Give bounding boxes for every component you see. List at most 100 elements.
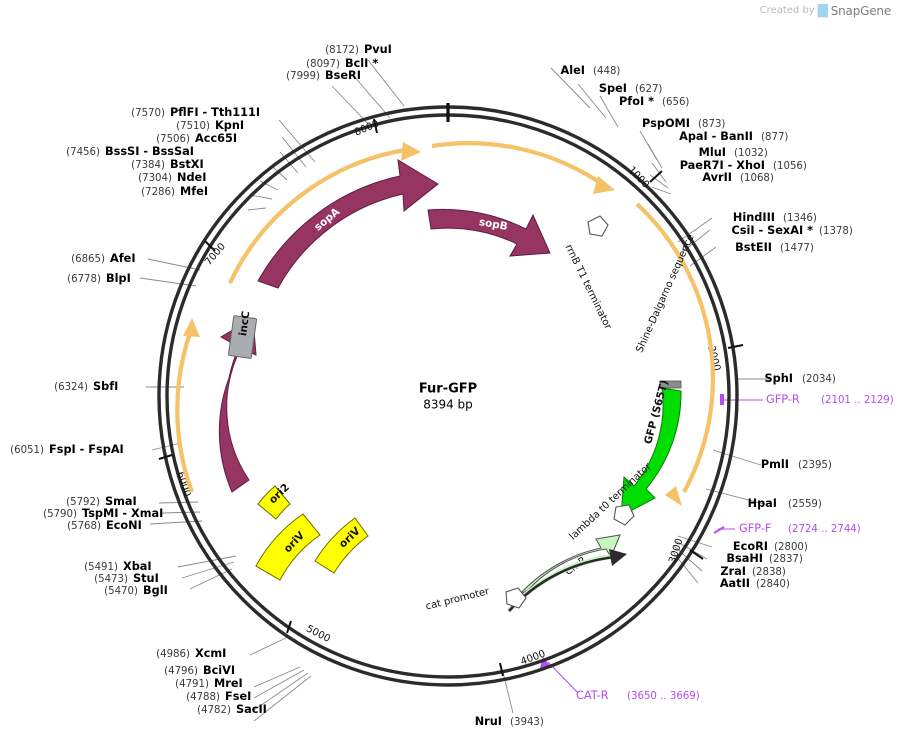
svg-text:PaeR7I - XhoI: PaeR7I - XhoI xyxy=(680,159,765,172)
enzyme-label-KpnI[interactable]: (7510) KpnI xyxy=(176,119,244,132)
enzyme-label-SmaI[interactable]: (5792) SmaI xyxy=(66,495,137,508)
svg-text:(2724 .. 2744): (2724 .. 2744) xyxy=(788,524,861,535)
primer-leaders xyxy=(547,399,763,694)
svg-text:(2838): (2838) xyxy=(752,567,786,578)
enzyme-label-XbaI[interactable]: (5491) XbaI xyxy=(84,560,152,573)
primer-label-CAT-R[interactable]: CAT-R (3650 .. 3669) xyxy=(576,689,700,702)
svg-text:EcoRI: EcoRI xyxy=(733,540,768,553)
enzyme-label-ApaI-BanII[interactable]: ApaI - BanII (877) xyxy=(679,130,788,143)
enzyme-label-SpeI[interactable]: SpeI (627) xyxy=(599,82,663,95)
enzyme-label-PspOMI[interactable]: PspOMI (873) xyxy=(642,117,725,130)
svg-text:NdeI: NdeI xyxy=(177,171,206,184)
enzyme-label-BlpI[interactable]: (6778) BlpI xyxy=(67,272,131,285)
svg-text:GFP-F: GFP-F xyxy=(739,522,771,535)
svg-text:(7456): (7456) xyxy=(66,147,100,158)
enzyme-label-MluI[interactable]: MluI (1032) xyxy=(699,146,768,159)
svg-text:(2395): (2395) xyxy=(798,460,832,471)
cmr-arc xyxy=(508,555,617,612)
enzyme-label-AatII[interactable]: AatII (2840) xyxy=(720,577,790,590)
svg-text:incC: incC xyxy=(237,310,252,337)
feature-oriV-1: oriV xyxy=(314,517,369,574)
svg-text:SmaI: SmaI xyxy=(105,495,137,508)
direction-arrowheads xyxy=(183,142,682,506)
enzyme-label-SbfI[interactable]: (6324) SbfI xyxy=(54,380,118,393)
svg-text:(6865): (6865) xyxy=(71,254,105,265)
svg-text:(7384): (7384) xyxy=(131,160,165,171)
enzyme-label-HindIII[interactable]: HindIII (1346) xyxy=(733,211,817,224)
svg-text:(8097): (8097) xyxy=(306,59,340,70)
svg-text:sopB: sopB xyxy=(478,216,509,233)
enzyme-label-SphI[interactable]: SphI (2034) xyxy=(765,372,836,385)
enzyme-label-BclI[interactable]: (8097) BclI * xyxy=(306,57,378,70)
svg-text:FseI: FseI xyxy=(225,690,251,703)
svg-text:BclI *: BclI * xyxy=(345,57,378,70)
direction-arcs xyxy=(175,141,715,494)
enzyme-label-MreI[interactable]: (4791) MreI xyxy=(175,677,243,690)
enzyme-label-SacII[interactable]: (4782) SacII xyxy=(197,703,267,716)
gfp-r-primer-mark xyxy=(720,394,724,405)
enzyme-label-EcoRI[interactable]: EcoRI (2800) xyxy=(733,540,808,553)
enzyme-label-FseI[interactable]: (4788) FseI xyxy=(186,690,251,703)
svg-text:AatII: AatII xyxy=(720,577,750,590)
feature-repE: repE xyxy=(218,317,257,493)
enzyme-label-TspMI-XmaI[interactable]: (5790) TspMI - XmaI xyxy=(43,507,163,520)
svg-text:(4782): (4782) xyxy=(197,705,231,716)
svg-text:FspI - FspAI: FspI - FspAI xyxy=(49,443,124,456)
svg-text:(5470): (5470) xyxy=(104,586,138,597)
enzyme-label-EcoNI[interactable]: (5768) EcoNI xyxy=(67,519,142,532)
svg-text:(5491): (5491) xyxy=(84,562,118,573)
feature-ori2: ori2 xyxy=(257,482,292,520)
svg-text:GFP-R: GFP-R xyxy=(766,393,800,406)
enzyme-label-PmlI[interactable]: PmlI (2395) xyxy=(761,458,832,471)
enzyme-label-BseRI[interactable]: (7999) BseRI xyxy=(286,69,361,82)
enzyme-label-BstEII[interactable]: BstEII (1477) xyxy=(735,241,814,254)
svg-text:(7570): (7570) xyxy=(131,108,165,119)
enzyme-label-NdeI[interactable]: (7304) NdeI xyxy=(138,171,206,184)
enzyme-label-PfoI[interactable]: PfoI * (656) xyxy=(619,95,689,108)
snapgene-brand: SnapGene xyxy=(830,3,891,18)
enzyme-label-AfeI[interactable]: (6865) AfeI xyxy=(71,252,135,265)
enzyme-label-BsaHI[interactable]: BsaHI (2837) xyxy=(726,552,803,565)
enzyme-label-BstXI[interactable]: (7384) BstXI xyxy=(131,158,204,171)
svg-text:KpnI: KpnI xyxy=(215,119,244,132)
enzyme-label-PaeR7I-XhoI[interactable]: PaeR7I - XhoI (1056) xyxy=(680,159,807,172)
enzyme-label-MfeI[interactable]: (7286) MfeI xyxy=(141,185,208,198)
enzyme-label-StuI[interactable]: (5473) StuI xyxy=(94,572,159,585)
svg-text:(6051): (6051) xyxy=(10,445,44,456)
enzyme-label-CsiI-SexAI[interactable]: CsiI - SexAI * (1378) xyxy=(731,224,852,237)
enzyme-label-AleI[interactable]: AleI (448) xyxy=(561,64,621,77)
svg-text:CAT-R: CAT-R xyxy=(576,689,609,702)
svg-text:(7506): (7506) xyxy=(156,134,190,145)
enzyme-label-HpaI[interactable]: HpaI (2559) xyxy=(748,497,822,510)
enzyme-label-AvrII[interactable]: AvrII (1068) xyxy=(702,171,774,184)
enzyme-label-ZraI[interactable]: ZraI (2838) xyxy=(720,565,785,578)
enzyme-label-BglI[interactable]: (5470) BglI xyxy=(104,584,168,597)
feature-sopA: sopA xyxy=(257,159,439,289)
primer-label-GFP-F[interactable]: GFP-F (2724 .. 2744) xyxy=(739,522,861,535)
enzyme-label-PflFI-Tth111I[interactable]: (7570) PflFI - Tth111I xyxy=(131,106,260,119)
feature-incC: incC xyxy=(227,310,258,359)
svg-text:(3943): (3943) xyxy=(510,717,544,728)
svg-text:(2800): (2800) xyxy=(774,542,808,553)
enzyme-label-BssSI-BssSaI[interactable]: (7456) BssSI - BssSaI xyxy=(66,145,194,158)
primer-label-GFP-R[interactable]: GFP-R (2101 .. 2129) xyxy=(766,393,894,406)
svg-text:(2840): (2840) xyxy=(756,579,790,590)
svg-text:PflFI - Tth111I: PflFI - Tth111I xyxy=(170,106,260,119)
svg-text:(7999): (7999) xyxy=(286,71,320,82)
plasmid-backbone xyxy=(157,103,739,687)
svg-text:ZraI: ZraI xyxy=(720,565,746,578)
enzyme-label-XcmI[interactable]: (4986) XcmI xyxy=(156,647,226,660)
enzyme-label-Acc65I[interactable]: (7506) Acc65I xyxy=(156,132,237,145)
svg-text:(656): (656) xyxy=(662,97,689,108)
feature-rrnB-T1-terminator: rrnB T1 terminator xyxy=(563,215,614,332)
leader-lines xyxy=(139,59,771,722)
enzyme-label-PvuI[interactable]: (8172) PvuI xyxy=(325,43,392,56)
feature-sopB: sopB xyxy=(427,208,551,257)
svg-text:(4796): (4796) xyxy=(164,666,198,677)
enzyme-label-NruI[interactable]: NruI (3943) xyxy=(475,715,544,728)
enzyme-label-FspI-FspAI[interactable]: (6051) FspI - FspAI xyxy=(10,443,124,456)
svg-text:(6778): (6778) xyxy=(67,274,101,285)
enzyme-label-BciVI[interactable]: (4796) BciVI xyxy=(164,664,235,677)
svg-text:(4788): (4788) xyxy=(186,692,220,703)
